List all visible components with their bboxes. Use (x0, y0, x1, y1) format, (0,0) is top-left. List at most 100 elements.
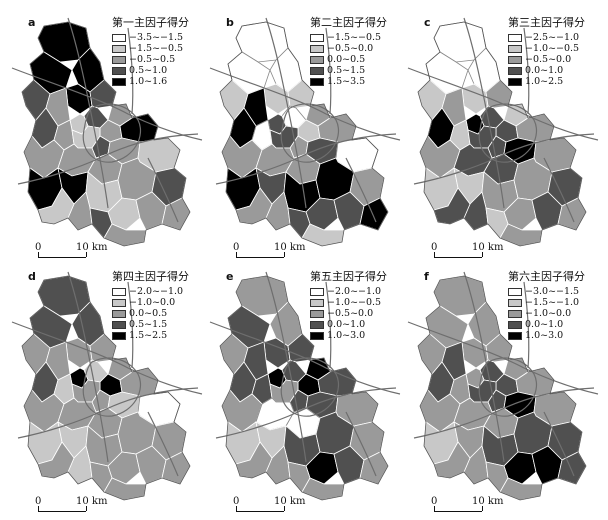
road-line (478, 103, 538, 163)
road-line (523, 27, 530, 115)
legend-label: 1.5~3.5 (327, 76, 366, 87)
legend-swatch (310, 320, 324, 329)
road-line (523, 281, 530, 369)
region-outline (417, 275, 587, 501)
map-canvas (11, 17, 203, 247)
scale-label-zero: 0 (35, 242, 42, 253)
road-line (325, 281, 332, 369)
road-line (127, 281, 134, 369)
legend-label: −2.5~−1.0 (525, 32, 580, 43)
legend-label: 1.0~1.6 (129, 76, 168, 87)
legend-label: −1.0~−0.5 (327, 297, 382, 308)
scale-tick (38, 252, 39, 257)
legend-swatch (310, 44, 324, 53)
scale-label-zero: 0 (233, 242, 240, 253)
road-line (209, 67, 401, 141)
map-canvas (407, 17, 599, 247)
legend-swatch (112, 77, 126, 86)
legend-swatch (112, 331, 126, 340)
scale-tick (38, 506, 39, 511)
legend-item: 1.0~3.0 (508, 330, 600, 341)
legend-item: −1.5~−1.0 (508, 297, 600, 308)
legend: 第四主因子得分 −2.0~−1.0 −1.0~0.0 0.0~0.5 0.5~1.5 1.… (112, 268, 204, 341)
scale-label-distance: 10 km (76, 496, 108, 507)
road-line (265, 17, 307, 209)
legend-title: 第三主因子得分 (508, 16, 585, 29)
scale-label-zero: 0 (233, 496, 240, 507)
panel-letter: c (424, 16, 431, 29)
legend-label: 1.0~2.5 (525, 76, 564, 87)
legend-label: −0.5~0.0 (327, 308, 374, 319)
legend-label: −2.0~−1.0 (327, 286, 382, 297)
road-line (280, 357, 340, 417)
legend-swatch (508, 66, 522, 75)
panel-a: a 第一主因子得分 −3.5~−1.5 −1.5~−0.5 −0.5~0.5 0.5~1.… (8, 8, 204, 258)
road-line (407, 67, 599, 141)
panel-letter: f (424, 270, 429, 283)
legend-label: −2.0~−1.0 (129, 286, 184, 297)
legend-item: −1.0~−0.5 (508, 43, 600, 54)
panel-letter: e (226, 270, 234, 283)
scale-line (434, 257, 482, 258)
legend-label: −1.0~0.0 (525, 308, 572, 319)
legend-swatch (310, 331, 324, 340)
legend-swatch (112, 66, 126, 75)
legend-swatch (310, 66, 324, 75)
legend-item: 1.5~2.5 (112, 330, 204, 341)
legend-swatch (310, 287, 324, 296)
legend-swatch (112, 309, 126, 318)
legend-swatch (310, 55, 324, 64)
road-line (67, 17, 109, 209)
panel-letter: d (28, 270, 36, 283)
legend-item: 0.5~1.5 (112, 319, 204, 330)
legend-title: 第一主因子得分 (112, 16, 189, 29)
scale-label-distance: 10 km (472, 242, 504, 253)
region-outline (21, 275, 191, 501)
legend-label: −1.5~−0.5 (129, 43, 184, 54)
legend-swatch (310, 77, 324, 86)
legend-item: 0.0~1.0 (508, 65, 600, 76)
scale-tick (482, 252, 483, 257)
legend-item: −0.5~0.5 (112, 54, 204, 65)
legend-swatch (508, 55, 522, 64)
legend-label: 0.5~1.5 (129, 319, 168, 330)
panel-d: d 第四主因子得分 −2.0~−1.0 −1.0~0.0 0.0~0.5 0.5~1.5 1… (8, 262, 204, 512)
road-line (463, 271, 505, 463)
legend-item: −0.5~0.0 (310, 43, 402, 54)
legend-label: −1.5~−0.5 (327, 32, 382, 43)
legend-item: 0.0~1.0 (310, 319, 402, 330)
legend-item: −3.0~−1.5 (508, 286, 600, 297)
road-line (11, 321, 203, 395)
scale-tick (86, 506, 87, 511)
region-outline (417, 21, 587, 247)
scale-line (38, 257, 86, 258)
legend-label: −1.0~−0.5 (525, 43, 580, 54)
legend-item: −2.0~−1.0 (112, 286, 204, 297)
legend-swatch (508, 320, 522, 329)
road-line (345, 411, 377, 477)
legend-item: −3.5~−1.5 (112, 32, 204, 43)
legend-swatch (310, 33, 324, 42)
scale-bar: 0 10 km (216, 496, 316, 518)
legend-swatch (508, 331, 522, 340)
legend-label: 0.0~1.0 (525, 319, 564, 330)
scale-bar: 0 10 km (414, 242, 514, 264)
panel-f: f 第六主因子得分 −3.0~−1.5 −1.5~−1.0 −1.0~0.0 0.0~1.… (404, 262, 600, 512)
road-line (265, 271, 307, 463)
legend-swatch (112, 287, 126, 296)
scale-line (236, 511, 284, 512)
legend-label: 0.5~1.0 (129, 65, 168, 76)
legend-item: −1.5~−0.5 (310, 32, 402, 43)
scale-label-distance: 10 km (472, 496, 504, 507)
legend-swatch (508, 77, 522, 86)
map-canvas (11, 271, 203, 501)
road-line (543, 157, 575, 223)
legend-swatch (508, 44, 522, 53)
road-line (407, 321, 599, 395)
road-line (345, 157, 377, 223)
scale-label-zero: 0 (431, 496, 438, 507)
road-line (127, 27, 134, 115)
scale-line (236, 257, 284, 258)
scale-tick (482, 506, 483, 511)
